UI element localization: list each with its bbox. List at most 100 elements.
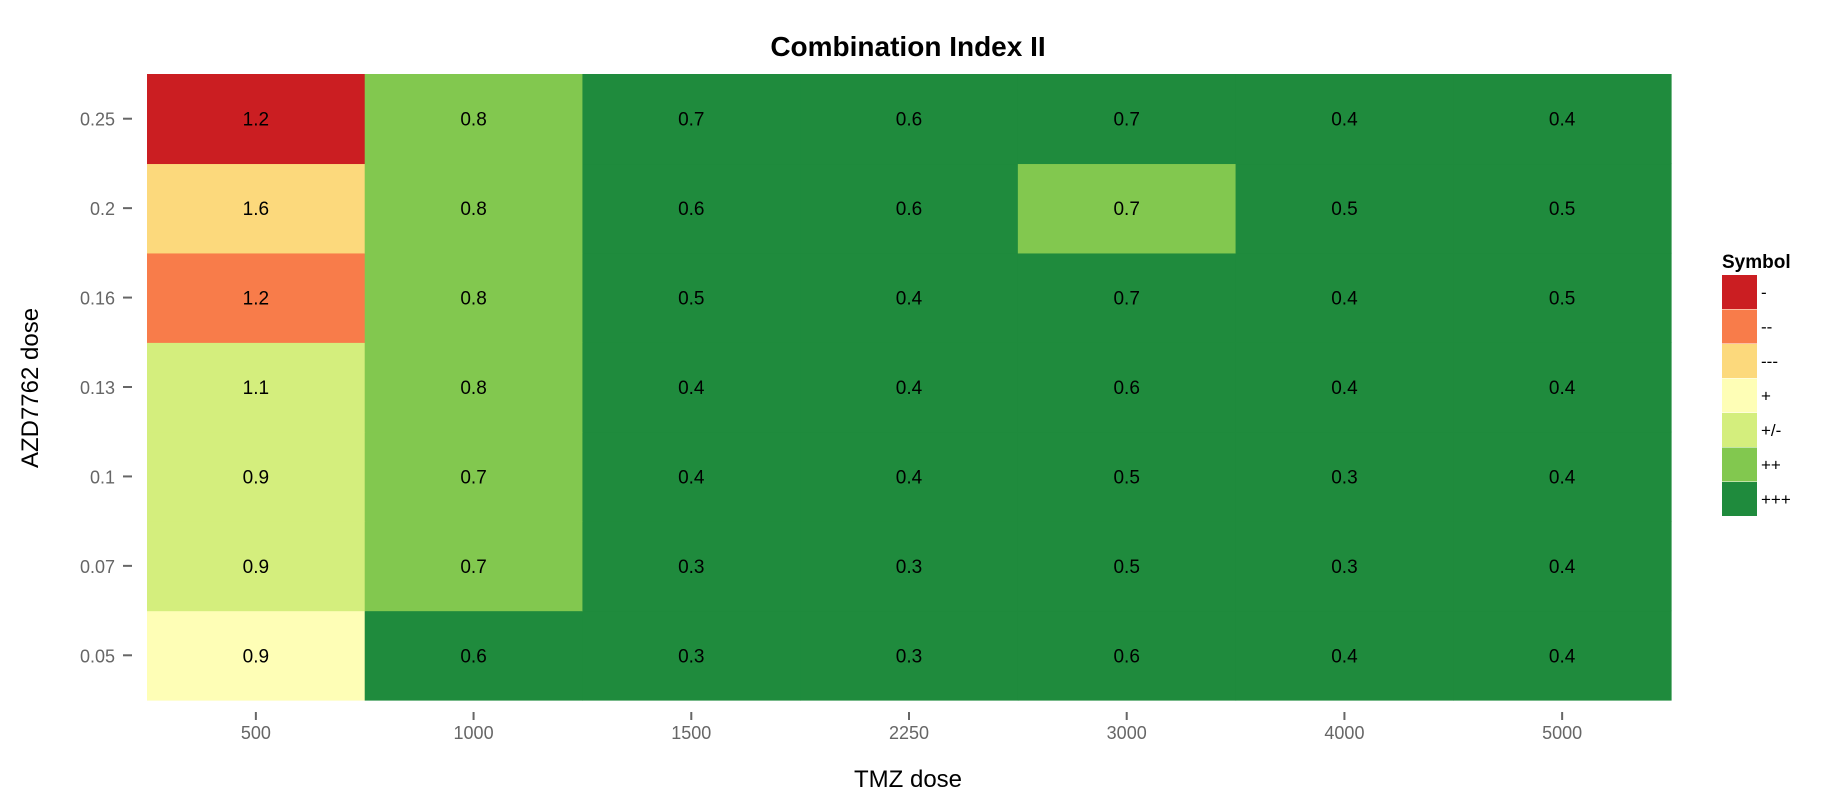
cell-value-label: 0.7 <box>460 557 486 578</box>
x-tick-label: 1500 <box>671 723 711 743</box>
y-axis-title: AZD7762 dose <box>17 308 44 468</box>
heatmap-cell <box>1235 74 1454 165</box>
cell-value-label: 0.4 <box>1549 646 1576 667</box>
cell-value-label: 0.4 <box>1331 289 1358 310</box>
x-tick-label: 5000 <box>1542 723 1582 743</box>
cell-value-label: 0.6 <box>1113 646 1139 667</box>
legend-label: +/- <box>1761 421 1781 440</box>
cell-value-label: 0.4 <box>896 467 923 488</box>
heatmap-cell <box>582 521 801 612</box>
cell-value-label: 0.5 <box>1113 467 1139 488</box>
heatmap-cell <box>582 163 801 254</box>
legend-swatch <box>1722 482 1757 516</box>
heatmap-cell <box>582 74 801 165</box>
cell-value-label: 0.7 <box>1113 199 1139 220</box>
y-tick-label: 0.25 <box>80 110 115 130</box>
heatmap-cell <box>1235 252 1454 343</box>
heatmap-cell <box>1453 163 1672 254</box>
legend-swatch <box>1722 447 1757 482</box>
legend-label: -- <box>1761 318 1772 337</box>
heatmap-cell <box>800 252 1019 343</box>
heatmap-cell <box>1235 342 1454 433</box>
legend-label: --- <box>1761 352 1778 371</box>
heatmap-cell <box>582 610 801 701</box>
heatmap-cells <box>147 74 1672 701</box>
cell-value-label: 0.8 <box>460 289 486 310</box>
legend-label: - <box>1761 283 1767 302</box>
cell-value-label: 0.5 <box>678 289 704 310</box>
heatmap-cell <box>364 74 584 165</box>
heatmap-cell <box>1017 431 1237 522</box>
cell-value-label: 0.4 <box>1331 378 1358 399</box>
heatmap-cell <box>147 431 366 522</box>
cell-value-label: 0.4 <box>896 289 923 310</box>
heatmap-cell <box>1017 252 1237 343</box>
heatmap-cell <box>1017 74 1237 165</box>
legend-swatch <box>1722 275 1757 309</box>
heatmap-cell <box>147 74 366 165</box>
cell-value-label: 0.9 <box>243 557 269 578</box>
cell-value-label: 0.7 <box>678 110 704 131</box>
x-axis-title: TMZ dose <box>854 766 962 793</box>
cell-value-label: 0.4 <box>1549 557 1576 578</box>
cell-value-label: 0.5 <box>1549 199 1575 220</box>
heatmap-cell <box>364 521 584 612</box>
heatmap-cell <box>147 610 366 701</box>
heatmap-cell <box>147 521 366 612</box>
cell-value-label: 0.8 <box>460 199 486 220</box>
x-tick-label: 2250 <box>889 723 929 743</box>
legend-label: +++ <box>1761 490 1791 509</box>
legend: Symbol ------++/-+++++ <box>1722 252 1791 516</box>
heatmap-cell <box>800 163 1019 254</box>
cell-value-label: 0.4 <box>1549 110 1576 131</box>
x-tick-label: 3000 <box>1107 723 1147 743</box>
y-tick-label: 0.1 <box>90 467 115 487</box>
x-tick-label: 500 <box>241 723 271 743</box>
cell-value-label: 0.9 <box>243 467 269 488</box>
cell-value-label: 0.3 <box>678 646 704 667</box>
cell-value-label: 0.8 <box>460 110 486 131</box>
y-tick-label: 0.05 <box>80 646 115 666</box>
y-tick-label: 0.13 <box>80 378 115 398</box>
heatmap-cell <box>582 342 801 433</box>
cell-value-label: 0.8 <box>460 378 486 399</box>
cell-value-label: 0.7 <box>1113 289 1139 310</box>
chart-title: Combination Index II <box>770 31 1045 62</box>
legend-swatch <box>1722 344 1757 378</box>
cell-value-label: 0.6 <box>678 199 704 220</box>
legend-label: ++ <box>1761 456 1781 475</box>
cell-value-label: 0.3 <box>896 646 922 667</box>
heatmap-cell <box>1453 521 1672 612</box>
legend-title: Symbol <box>1722 252 1791 273</box>
heatmap-cell <box>1235 521 1454 612</box>
heatmap-cell <box>147 163 366 254</box>
heatmap-cell <box>1453 252 1672 343</box>
cell-value-label: 0.4 <box>678 378 705 399</box>
cell-value-label: 0.6 <box>1113 378 1139 399</box>
heatmap-cell <box>1453 431 1672 522</box>
cell-value-label: 0.3 <box>1331 467 1357 488</box>
heatmap-cell <box>800 610 1019 701</box>
legend-swatch <box>1722 378 1757 413</box>
cell-value-label: 0.6 <box>896 199 922 220</box>
heatmap-cell <box>582 252 801 343</box>
heatmap-cell <box>364 163 584 254</box>
heatmap-cell <box>1453 74 1672 165</box>
cell-value-label: 0.3 <box>678 557 704 578</box>
cell-value-label: 0.7 <box>1113 110 1139 131</box>
cell-value-label: 0.5 <box>1331 199 1357 220</box>
heatmap-cell <box>364 252 584 343</box>
heatmap-cell <box>364 610 584 701</box>
cell-value-label: 1.6 <box>243 199 269 220</box>
legend-swatch <box>1722 413 1757 447</box>
y-tick-label: 0.16 <box>80 289 115 309</box>
cell-value-label: 0.4 <box>1549 378 1576 399</box>
y-tick-label: 0.2 <box>90 199 115 219</box>
cell-value-label: 0.9 <box>243 646 269 667</box>
legend-swatch <box>1722 309 1757 344</box>
cell-value-label: 1.2 <box>243 110 269 131</box>
x-tick-label: 1000 <box>454 723 494 743</box>
cell-value-label: 1.1 <box>243 378 269 399</box>
heatmap-cell <box>1017 163 1237 254</box>
